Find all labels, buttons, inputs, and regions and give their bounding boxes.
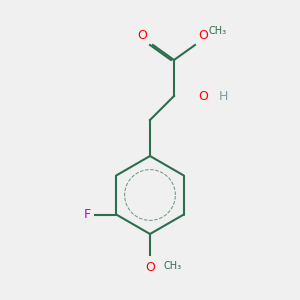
Text: O: O bbox=[198, 29, 208, 42]
Text: CH₃: CH₃ bbox=[208, 26, 226, 36]
Text: O: O bbox=[145, 261, 155, 274]
Text: O: O bbox=[137, 29, 147, 42]
Text: CH₃: CH₃ bbox=[164, 261, 181, 271]
Text: H: H bbox=[219, 89, 228, 103]
Text: O: O bbox=[198, 89, 208, 103]
Text: F: F bbox=[84, 208, 91, 221]
